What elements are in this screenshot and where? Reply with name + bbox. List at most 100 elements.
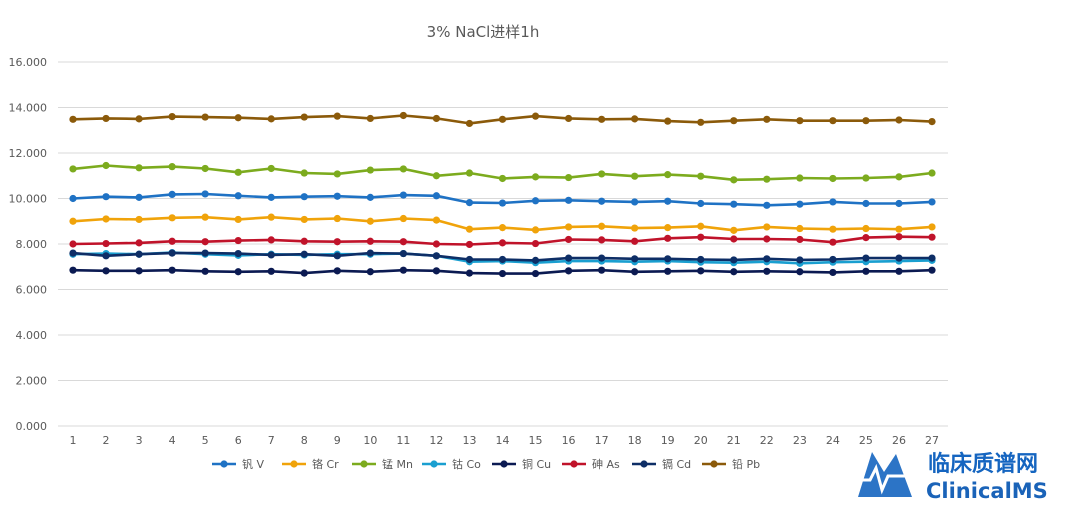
- data-point: [697, 267, 705, 275]
- data-point: [928, 118, 936, 126]
- data-point: [664, 117, 672, 125]
- y-tick-label: 0.000: [16, 420, 48, 433]
- y-tick-label: 14.000: [9, 102, 48, 115]
- data-point: [300, 193, 308, 201]
- data-point: [465, 255, 474, 264]
- data-point: [201, 190, 209, 198]
- data-point: [102, 239, 110, 248]
- data-point: [135, 193, 143, 201]
- data-point: [432, 114, 441, 123]
- data-point: [366, 166, 374, 174]
- x-tick-label: 7: [268, 434, 275, 447]
- data-point: [102, 215, 110, 223]
- legend-item: 铜 Cu: [492, 457, 551, 471]
- data-point: [399, 249, 407, 258]
- data-point: [531, 226, 540, 234]
- data-point: [465, 240, 474, 249]
- legend-label: 铬 Cr: [312, 457, 339, 471]
- data-point: [829, 174, 837, 183]
- data-point: [895, 225, 903, 233]
- legend-label: 砷 As: [592, 458, 620, 471]
- y-tick-label: 10.000: [9, 193, 48, 206]
- legend-item: 钴 Co: [422, 457, 481, 471]
- data-point: [465, 119, 474, 128]
- data-point: [664, 197, 672, 205]
- data-point: [564, 235, 573, 244]
- data-point: [730, 235, 738, 243]
- series-铜-Cu: [69, 266, 936, 278]
- legend-label: 铅 Pb: [732, 457, 760, 471]
- data-point: [829, 198, 837, 206]
- data-point: [135, 239, 143, 247]
- data-point: [201, 238, 209, 246]
- data-point: [598, 197, 606, 205]
- x-tick-label: 12: [429, 434, 443, 447]
- x-tick-label: 6: [235, 434, 242, 447]
- data-point: [862, 234, 870, 242]
- legend-swatch-marker: [220, 460, 228, 468]
- data-point: [664, 255, 672, 263]
- data-point: [234, 168, 242, 176]
- data-point: [168, 113, 176, 121]
- data-point: [333, 252, 341, 260]
- data-point: [564, 173, 573, 182]
- data-point: [300, 169, 308, 177]
- x-tick-label: 3: [136, 434, 143, 447]
- data-point: [498, 255, 507, 264]
- data-point: [432, 240, 441, 248]
- series-钒-V: [69, 190, 936, 209]
- data-point: [598, 236, 606, 244]
- data-point: [796, 200, 804, 208]
- data-point: [498, 174, 507, 183]
- data-point: [168, 237, 176, 245]
- data-point: [928, 169, 936, 177]
- data-point: [796, 256, 804, 264]
- data-point: [564, 196, 573, 204]
- series-锰-Mn: [69, 161, 936, 184]
- data-point: [432, 172, 441, 180]
- x-tick-label: 15: [529, 434, 543, 447]
- y-axis-tick-labels: 0.000 2.000 4.000 6.000 8.000 10.000 12.000 14.…: [9, 56, 48, 433]
- data-point: [598, 254, 606, 262]
- data-point: [531, 112, 540, 120]
- data-point: [829, 238, 837, 246]
- data-point: [102, 114, 110, 123]
- data-point: [862, 199, 870, 208]
- data-point: [267, 236, 275, 244]
- data-point: [465, 225, 474, 233]
- data-point: [465, 198, 474, 207]
- data-point: [333, 214, 341, 223]
- data-point: [267, 115, 275, 123]
- data-point: [763, 175, 771, 183]
- data-point: [234, 114, 242, 122]
- data-point: [664, 224, 672, 232]
- legend-item: 钒 V: [212, 457, 264, 471]
- data-point: [168, 190, 176, 199]
- legend-item: 锰 Mn: [352, 457, 413, 471]
- data-point: [531, 197, 540, 205]
- data-point: [598, 170, 606, 178]
- data-point: [234, 236, 242, 245]
- data-point: [564, 223, 573, 231]
- data-point: [102, 193, 110, 201]
- series-铬-Cr: [69, 213, 936, 234]
- data-point: [267, 251, 275, 259]
- data-point: [399, 111, 407, 120]
- data-point: [862, 174, 870, 182]
- data-point: [498, 224, 507, 232]
- data-point: [796, 224, 804, 233]
- x-tick-label: 18: [628, 434, 642, 447]
- data-point: [697, 222, 705, 230]
- data-point: [598, 222, 606, 230]
- data-point: [102, 161, 110, 170]
- data-point: [300, 237, 308, 245]
- data-point: [862, 254, 870, 262]
- data-point: [697, 172, 705, 180]
- data-point: [763, 115, 771, 123]
- data-point: [69, 217, 77, 225]
- data-point: [730, 226, 738, 234]
- legend-swatch-marker: [570, 460, 578, 468]
- legend-label: 镉 Cd: [662, 457, 691, 471]
- x-tick-label: 9: [334, 434, 341, 447]
